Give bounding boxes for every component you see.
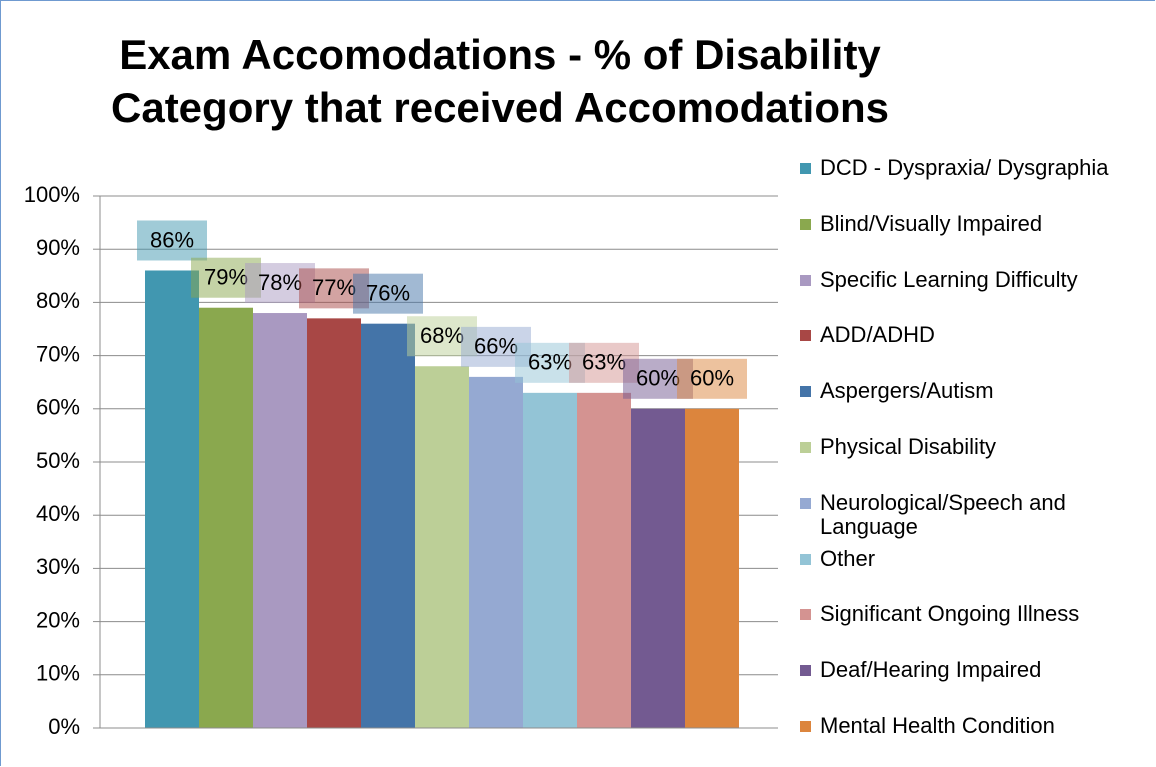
legend-label: Physical Disability <box>820 434 997 459</box>
y-tick-label: 90% <box>36 235 80 260</box>
value-label: 60% <box>690 366 734 391</box>
legend-swatch <box>800 330 811 342</box>
legend-label: Mental Health Condition <box>820 713 1055 738</box>
legend-label: Blind/Visually Impaired <box>820 210 1043 236</box>
legend-swatch <box>800 442 811 453</box>
bar <box>523 392 577 728</box>
value-label: 66% <box>474 334 518 359</box>
y-tick-label: 10% <box>36 661 80 686</box>
value-label: 63% <box>528 350 572 375</box>
legend-swatch <box>800 274 811 286</box>
value-label-box <box>353 273 423 314</box>
value-label: 86% <box>150 227 194 252</box>
legend-label: DCD - Dyspraxia/ Dysgraphia <box>820 155 1109 180</box>
bar <box>145 270 199 728</box>
y-tick-label: 0% <box>48 714 80 739</box>
bar <box>199 307 253 728</box>
legend-swatch <box>800 665 811 677</box>
value-label: 68% <box>420 323 464 348</box>
legend-label: Other <box>820 545 876 571</box>
y-tick-label: 40% <box>36 501 80 526</box>
bar <box>577 392 631 728</box>
bar <box>685 408 739 728</box>
legend-label: Significant Ongoing Illness <box>820 601 1080 627</box>
value-label-box <box>137 220 207 261</box>
legend-swatch <box>800 721 811 732</box>
bar <box>469 376 523 728</box>
bar <box>415 366 469 728</box>
legend-label: Specific Learning Difficulty <box>820 266 1078 292</box>
legend-swatch <box>800 163 811 174</box>
y-tick-label: 80% <box>36 288 80 313</box>
value-label: 60% <box>636 366 680 391</box>
bar <box>361 323 415 728</box>
legend-swatch <box>800 218 811 230</box>
y-tick-label: 100% <box>24 182 80 207</box>
legend-swatch <box>800 497 811 509</box>
legend-label: ADD/ADHD <box>820 322 935 348</box>
value-label: 78% <box>258 270 302 295</box>
value-label-box <box>677 358 747 399</box>
y-tick-label: 50% <box>36 448 80 473</box>
legend-label: Deaf/Hearing Impaired <box>820 657 1042 683</box>
legend-swatch <box>800 553 811 565</box>
value-label: 79% <box>204 265 248 290</box>
y-tick-label: 30% <box>36 554 80 579</box>
value-label: 76% <box>366 280 410 305</box>
legend-swatch <box>800 386 811 398</box>
bar <box>307 318 361 728</box>
value-label: 77% <box>312 275 356 300</box>
bar <box>253 313 307 728</box>
legend-label: Aspergers/Autism <box>820 378 994 404</box>
value-label: 63% <box>582 350 626 375</box>
legend-label: Neurological/Speech and Language <box>820 489 1066 539</box>
y-tick-label: 70% <box>36 341 80 366</box>
y-tick-label: 60% <box>36 395 80 420</box>
bar <box>631 408 685 728</box>
legend-swatch <box>800 609 811 621</box>
y-tick-label: 20% <box>36 607 80 632</box>
chart-title: Exam Accomodations - % of Disability Cat… <box>111 31 889 131</box>
